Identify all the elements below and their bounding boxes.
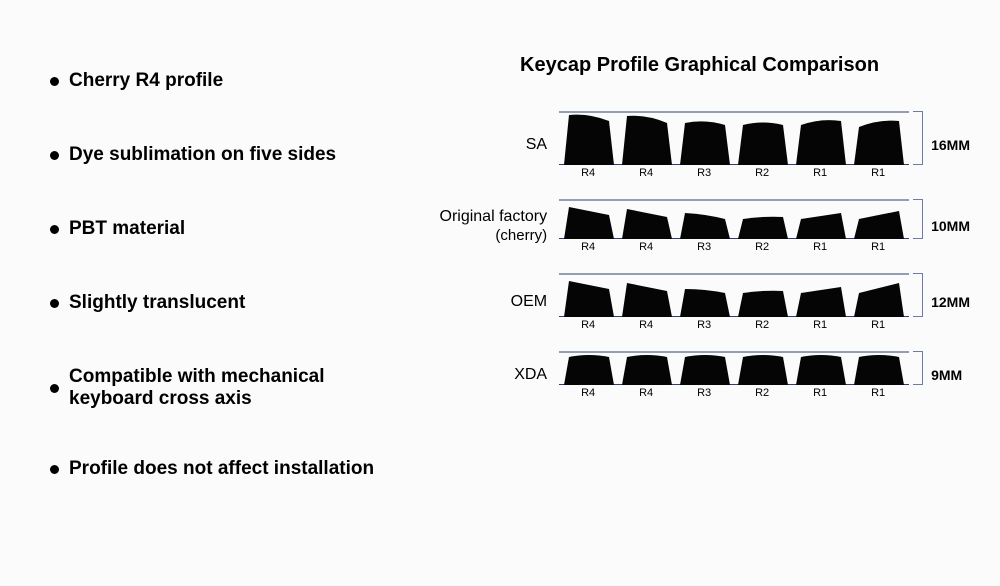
row-label: R3: [675, 241, 733, 253]
bullet-item: Compatible with mechanical keyboard cros…: [50, 366, 390, 410]
row-label: R2: [733, 319, 791, 331]
row-label: R4: [617, 241, 675, 253]
profile-row-oem: OEMR4R4R3R2R1R112MM: [429, 273, 970, 331]
profile-label: XDA: [429, 366, 559, 384]
bullet-dot-icon: [50, 384, 59, 393]
row-label: R4: [617, 319, 675, 331]
row-label: R1: [849, 387, 907, 399]
bullet-item: Cherry R4 profile: [50, 70, 419, 92]
bullet-dot-icon: [50, 465, 59, 474]
row-label: R1: [791, 319, 849, 331]
row-label: R1: [849, 319, 907, 331]
bullet-item: Slightly translucent: [50, 292, 419, 314]
height-bracket: [913, 351, 923, 385]
profile-row-original-factory: Original factory(cherry)R4R4R3R2R1R110MM: [429, 199, 970, 253]
height-label: 10MM: [931, 218, 970, 234]
height-bracket: [913, 199, 923, 239]
bullet-dot-icon: [50, 299, 59, 308]
row-label: R3: [675, 167, 733, 179]
bullet-text: Compatible with mechanical keyboard cros…: [69, 366, 390, 410]
profile-label: OEM: [429, 293, 559, 311]
height-label: 9MM: [931, 367, 962, 383]
row-label: R3: [675, 319, 733, 331]
row-label: R1: [849, 241, 907, 253]
height-label: 12MM: [931, 294, 970, 310]
profile-label: SA: [429, 136, 559, 154]
row-label: R4: [559, 167, 617, 179]
profile-row-sa: SAR4R4R3R2R1R116MM: [429, 111, 970, 179]
height-bracket: [913, 273, 923, 317]
bullet-text: Dye sublimation on five sides: [69, 144, 336, 166]
profile-label: Original factory(cherry): [429, 208, 559, 244]
bullet-dot-icon: [50, 77, 59, 86]
bullet-text: Profile does not affect installation: [69, 458, 374, 480]
row-label: R4: [559, 319, 617, 331]
feature-bullet-list: Cherry R4 profile Dye sublimation on fiv…: [50, 40, 419, 556]
row-label: R4: [617, 387, 675, 399]
comparison-chart: Keycap Profile Graphical Comparison SAR4…: [419, 40, 970, 556]
bullet-text: Slightly translucent: [69, 292, 245, 314]
row-label: R1: [791, 241, 849, 253]
profile-row-xda: XDAR4R4R3R2R1R19MM: [429, 351, 970, 399]
keycap-silhouettes: R4R4R3R2R1R1: [559, 199, 909, 253]
keycap-silhouettes: R4R4R3R2R1R1: [559, 273, 909, 331]
bullet-text: PBT material: [69, 218, 185, 240]
row-label: R1: [849, 167, 907, 179]
keycap-silhouettes: R4R4R3R2R1R1: [559, 111, 909, 179]
row-label: R4: [559, 241, 617, 253]
chart-title: Keycap Profile Graphical Comparison: [429, 54, 970, 77]
row-label: R3: [675, 387, 733, 399]
height-label: 16MM: [931, 137, 970, 153]
height-bracket: [913, 111, 923, 165]
keycap-silhouettes: R4R4R3R2R1R1: [559, 351, 909, 399]
row-label: R4: [559, 387, 617, 399]
bullet-text: Cherry R4 profile: [69, 70, 223, 92]
row-label: R1: [791, 387, 849, 399]
row-label: R1: [791, 167, 849, 179]
row-label: R2: [733, 387, 791, 399]
row-label: R2: [733, 241, 791, 253]
bullet-item: Dye sublimation on five sides: [50, 144, 419, 166]
bullet-dot-icon: [50, 151, 59, 160]
bullet-dot-icon: [50, 225, 59, 234]
row-label: R2: [733, 167, 791, 179]
bullet-item: Profile does not affect installation: [50, 458, 419, 480]
row-label: R4: [617, 167, 675, 179]
bullet-item: PBT material: [50, 218, 419, 240]
